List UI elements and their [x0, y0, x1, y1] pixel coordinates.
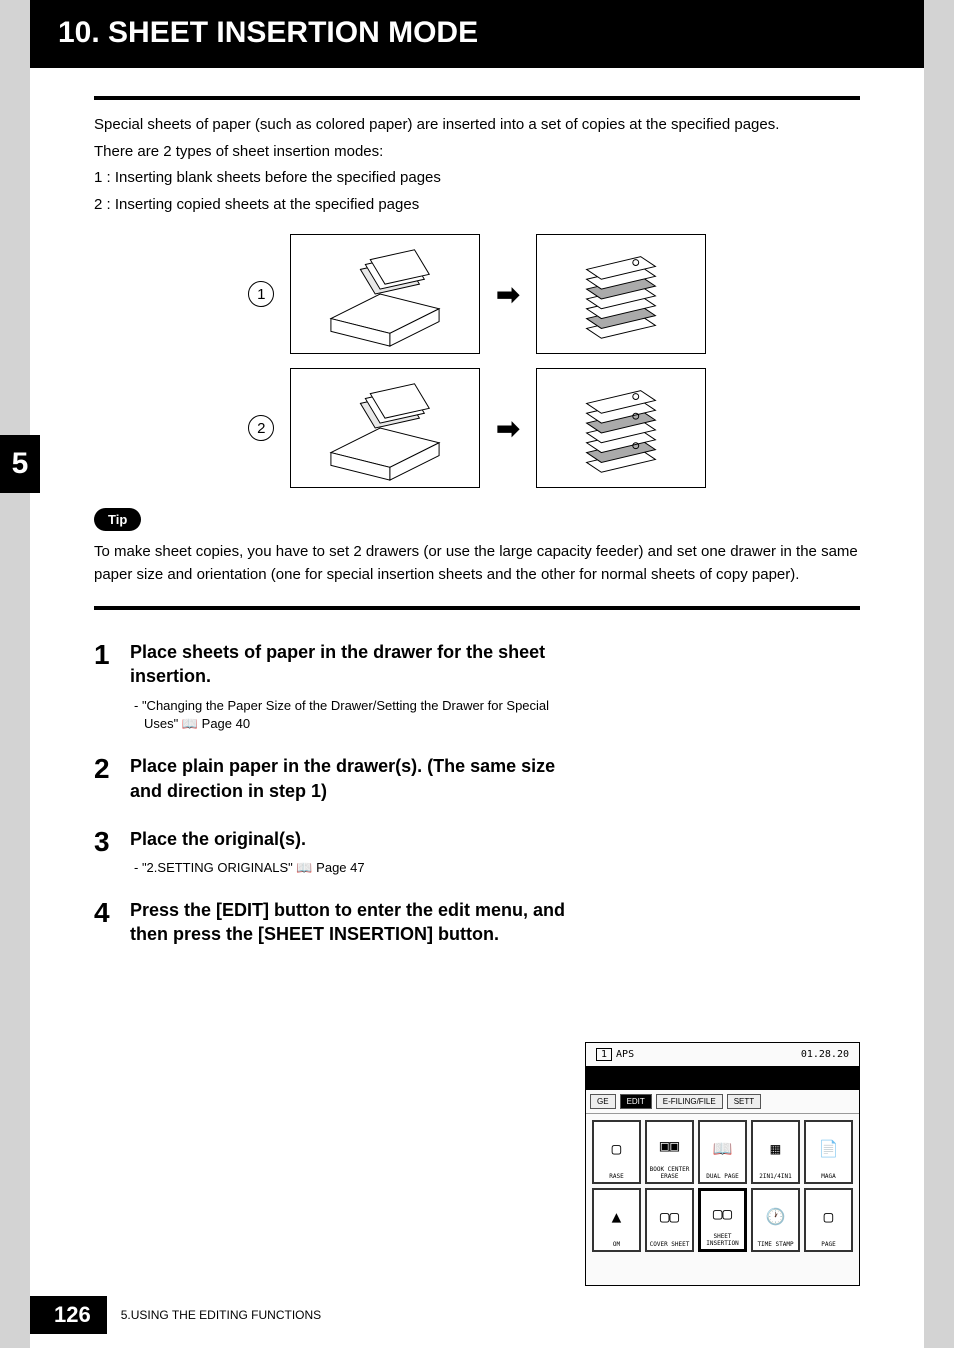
step-note: - "2.SETTING ORIGINALS" 📖 Page 47 [130, 859, 570, 878]
diagram-row-2: 2 ➡ [94, 368, 860, 488]
lcd-screenshot: 1APS 01.28.20 GE EDIT E-FILING/FILE SETT… [585, 1042, 860, 1286]
step-1: 1 Place sheets of paper in the drawer fo… [94, 640, 860, 738]
section-title: 10. SHEET INSERTION MODE [58, 16, 896, 50]
arrow-icon: ➡ [496, 278, 519, 311]
screen-button[interactable]: ▢PAGE [804, 1188, 853, 1252]
step-title: Press the [EDIT] button to enter the edi… [130, 898, 570, 947]
step-3: 3 Place the original(s). - "2.SETTING OR… [94, 827, 860, 882]
step-number: 2 [94, 755, 116, 811]
diagram-printer-icon [290, 368, 480, 488]
step-number: 4 [94, 899, 116, 955]
screen-button[interactable]: ▢▢COVER SHEET [645, 1188, 694, 1252]
screen-button[interactable]: 📖DUAL PAGE [698, 1120, 747, 1184]
screen-button[interactable]: 📄MAGA [804, 1120, 853, 1184]
divider [94, 606, 860, 610]
step-number: 3 [94, 828, 116, 882]
intro-line: There are 2 types of sheet insertion mod… [94, 141, 860, 164]
section-header: 10. SHEET INSERTION MODE [30, 0, 924, 68]
screen-tab[interactable]: GE [590, 1094, 616, 1109]
diagram-number-1: 1 [248, 281, 274, 307]
diagram-number-2: 2 [248, 415, 274, 441]
screen-tab[interactable]: SETT [727, 1094, 761, 1109]
screen-status-right: 01.28.20 [801, 1049, 849, 1060]
tip-badge: Tip [94, 508, 141, 531]
screen-button[interactable]: ▦2IN1/4IN1 [751, 1120, 800, 1184]
screen-black-bar [586, 1066, 859, 1090]
screen-button[interactable]: 🕐TIME STAMP [751, 1188, 800, 1252]
intro-text: Special sheets of paper (such as colored… [94, 114, 860, 216]
chapter-tab: 5 [0, 435, 40, 493]
intro-line: Special sheets of paper (such as colored… [94, 114, 860, 137]
diagram-stack-icon [536, 368, 706, 488]
screen-button-sheet-insertion[interactable]: ▢▢SHEET INSERTION [698, 1188, 747, 1252]
screen-button[interactable]: ▲OM [592, 1188, 641, 1252]
step-number: 1 [94, 641, 116, 738]
page-number: 126 [30, 1296, 107, 1334]
diagram-printer-icon [290, 234, 480, 354]
page: 10. SHEET INSERTION MODE 5 Special sheet… [30, 0, 924, 1348]
arrow-icon: ➡ [496, 412, 519, 445]
screen-tab-edit[interactable]: EDIT [620, 1094, 652, 1109]
intro-line: 1 : Inserting blank sheets before the sp… [94, 167, 860, 190]
diagram-section: 1 ➡ [94, 234, 860, 488]
step-title: Place sheets of paper in the drawer for … [130, 640, 570, 689]
step-4: 4 Press the [EDIT] button to enter the e… [94, 898, 860, 955]
step-title: Place plain paper in the drawer(s). (The… [130, 754, 570, 803]
intro-line: 2 : Inserting copied sheets at the speci… [94, 194, 860, 217]
screen-statusbar: 1APS 01.28.20 [586, 1043, 859, 1066]
screen-button-grid: ▢RASE ▣▣BOOK CENTER ERASE 📖DUAL PAGE ▦2I… [586, 1114, 859, 1258]
tip-text: To make sheet copies, you have to set 2 … [94, 541, 860, 586]
step-title: Place the original(s). [130, 827, 570, 851]
footer-section-title: 5.USING THE EDITING FUNCTIONS [121, 1308, 321, 1322]
diagram-row-1: 1 ➡ [94, 234, 860, 354]
diagram-stack-icon [536, 234, 706, 354]
screen-tabs: GE EDIT E-FILING/FILE SETT [586, 1090, 859, 1114]
screen-button[interactable]: ▣▣BOOK CENTER ERASE [645, 1120, 694, 1184]
screen-status-left: 1APS [596, 1049, 634, 1060]
tip-section: Tip To make sheet copies, you have to se… [94, 508, 860, 586]
page-footer: 126 5.USING THE EDITING FUNCTIONS [30, 1296, 321, 1334]
screen-tab[interactable]: E-FILING/FILE [656, 1094, 723, 1109]
content-area: Special sheets of paper (such as colored… [30, 96, 924, 955]
step-2: 2 Place plain paper in the drawer(s). (T… [94, 754, 860, 811]
screen-button[interactable]: ▢RASE [592, 1120, 641, 1184]
step-note: - "Changing the Paper Size of the Drawer… [130, 697, 570, 735]
divider [94, 96, 860, 100]
steps-list: 1 Place sheets of paper in the drawer fo… [94, 640, 860, 955]
